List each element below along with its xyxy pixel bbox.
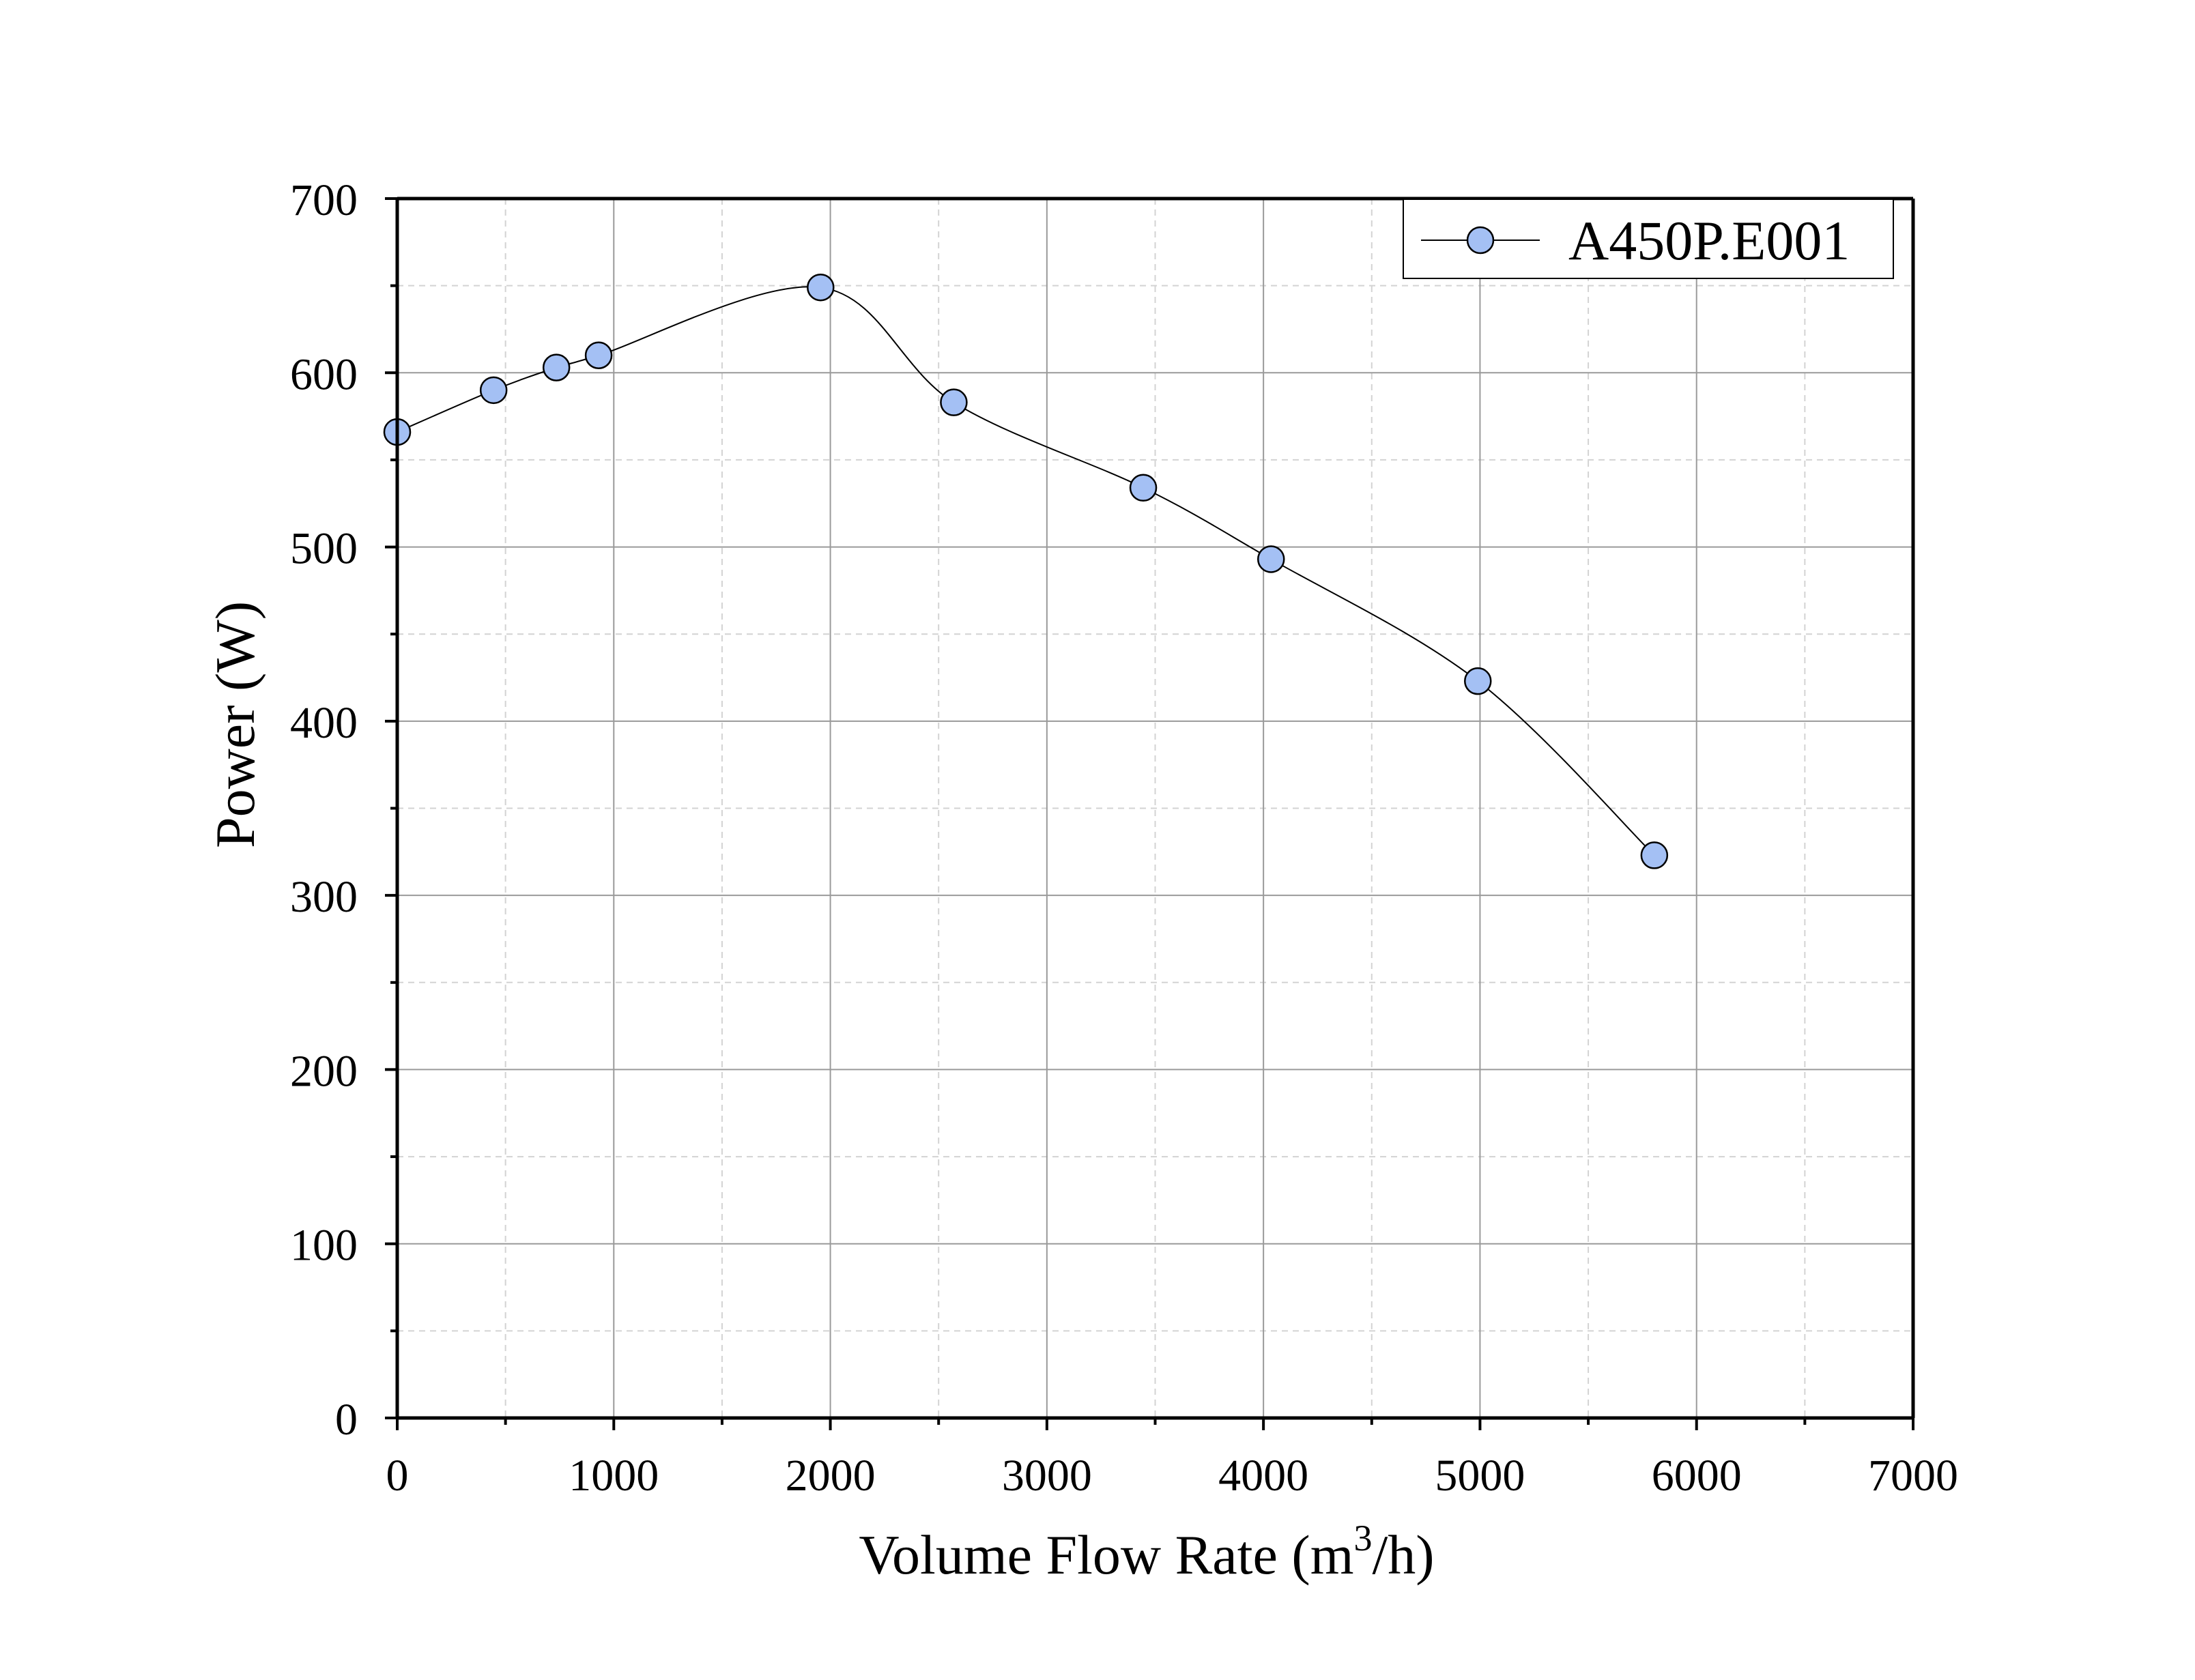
major-grid [397, 199, 1913, 1418]
x-tick-label: 0 [386, 1451, 409, 1501]
x-tick-label: 5000 [1435, 1451, 1525, 1501]
data-point [584, 341, 613, 370]
x-tick-label: 4000 [1218, 1451, 1308, 1501]
minor-grid [397, 199, 1913, 1418]
x-tick-label: 1000 [569, 1451, 659, 1501]
data-point [1640, 841, 1669, 869]
x-tick-label: 7000 [1868, 1451, 1958, 1501]
legend: A450P.E001 [1403, 199, 1894, 279]
y-tick-label: 400 [290, 698, 358, 748]
legend-label: A450P.E001 [1568, 209, 1850, 272]
y-tick-label: 100 [290, 1221, 358, 1271]
y-tick-label: 500 [290, 524, 358, 574]
x-tick-label: 3000 [1002, 1451, 1092, 1501]
axis-ticks [385, 197, 1914, 1430]
x-tick-label: 6000 [1652, 1451, 1742, 1501]
data-point [807, 273, 835, 302]
x-tick-label: 2000 [786, 1451, 876, 1501]
legend-marker [1466, 226, 1495, 255]
data-point [479, 376, 508, 405]
data-point [1257, 545, 1285, 573]
y-tick-label: 600 [290, 349, 358, 399]
y-tick-label: 300 [290, 872, 358, 922]
data-point [542, 353, 571, 381]
x-axis-title: Volume Flow Rate (m3/h) [859, 1518, 1434, 1586]
data-point [940, 388, 968, 416]
y-tick-label: 200 [290, 1046, 358, 1096]
y-tick-label: 0 [335, 1395, 358, 1445]
series-markers [383, 273, 1669, 869]
data-point [1464, 667, 1492, 695]
data-point [1129, 474, 1158, 502]
tick-labels: 0 1000 2000 3000 4000 5000 6000 7000 0 100 200 300 4… [290, 175, 1958, 1501]
y-axis-title: Power (W) [204, 601, 266, 848]
y-tick-label: 700 [290, 175, 358, 225]
